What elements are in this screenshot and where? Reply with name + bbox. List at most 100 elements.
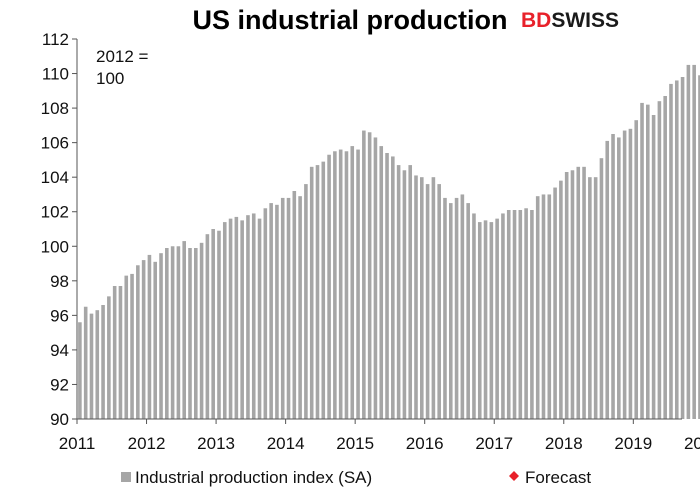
bar bbox=[501, 213, 505, 419]
base-year-line-1: 2012 = bbox=[96, 47, 149, 66]
bar bbox=[217, 230, 221, 419]
bar bbox=[588, 177, 592, 419]
bar bbox=[275, 204, 279, 419]
bar bbox=[286, 197, 291, 419]
y-tick-label: 108 bbox=[41, 99, 69, 118]
bar bbox=[396, 165, 401, 419]
y-tick-label: 112 bbox=[42, 30, 69, 49]
bar bbox=[391, 156, 395, 419]
bar bbox=[593, 177, 598, 419]
legend-label-forecast: Forecast bbox=[525, 468, 591, 487]
bar bbox=[582, 166, 586, 419]
x-tick-label: 2017 bbox=[475, 434, 513, 453]
bar bbox=[309, 166, 314, 419]
bar bbox=[130, 273, 134, 419]
bar bbox=[211, 229, 215, 419]
bar bbox=[205, 234, 210, 419]
bar bbox=[101, 305, 105, 419]
bar bbox=[495, 218, 499, 419]
bar bbox=[147, 254, 152, 419]
bar bbox=[298, 196, 302, 419]
bar bbox=[263, 208, 268, 419]
bar bbox=[170, 246, 175, 419]
bar bbox=[628, 128, 633, 419]
bar bbox=[420, 177, 424, 419]
bar bbox=[89, 313, 94, 419]
bar bbox=[680, 77, 685, 419]
bar bbox=[483, 220, 488, 419]
bar bbox=[622, 130, 627, 420]
bar bbox=[506, 210, 511, 419]
bar bbox=[692, 64, 696, 419]
x-tick-label: 2018 bbox=[545, 434, 583, 453]
bar bbox=[350, 146, 355, 419]
bar bbox=[651, 115, 656, 419]
bar bbox=[698, 75, 700, 420]
bar bbox=[321, 161, 326, 419]
bar bbox=[547, 194, 552, 419]
y-tick-label: 96 bbox=[50, 306, 69, 325]
bar bbox=[118, 286, 123, 419]
x-tick-label: 2015 bbox=[336, 434, 374, 453]
y-tick-label: 92 bbox=[50, 375, 69, 394]
bar bbox=[333, 151, 337, 419]
bar bbox=[112, 286, 117, 419]
bar bbox=[141, 260, 146, 419]
bar bbox=[524, 208, 528, 419]
legend: Industrial production index (SA) Forecas… bbox=[121, 468, 591, 487]
bar bbox=[188, 248, 192, 419]
bar bbox=[367, 132, 372, 419]
bar bbox=[472, 213, 476, 419]
y-tick-label: 106 bbox=[41, 134, 69, 153]
legend-swatch-forecast bbox=[509, 471, 519, 481]
bar bbox=[356, 149, 360, 420]
bar bbox=[107, 296, 111, 419]
bar bbox=[136, 265, 140, 419]
y-tick-label: 90 bbox=[50, 410, 69, 429]
bar bbox=[373, 137, 378, 419]
bar bbox=[78, 322, 82, 419]
bar bbox=[489, 222, 494, 419]
bar bbox=[194, 248, 198, 419]
bar bbox=[280, 197, 285, 419]
x-axis: 2011 2012 2013 2014 2015 2016 2017 2018 2019 2020 bbox=[59, 418, 700, 453]
bar bbox=[646, 104, 650, 419]
bar bbox=[617, 137, 621, 419]
bar bbox=[165, 248, 169, 419]
bar bbox=[541, 194, 546, 419]
x-tick-label: 2019 bbox=[614, 434, 652, 453]
bar bbox=[83, 306, 88, 419]
x-tick-label: 2011 bbox=[59, 434, 96, 453]
x-tick-label: 2016 bbox=[406, 434, 444, 453]
bar bbox=[338, 149, 343, 420]
bar bbox=[466, 203, 470, 419]
bar bbox=[437, 184, 441, 419]
x-tick-label: 2012 bbox=[128, 434, 166, 453]
bar bbox=[414, 175, 418, 419]
base-year-line-2: 100 bbox=[96, 69, 124, 88]
bar bbox=[448, 203, 453, 419]
bar bbox=[95, 310, 100, 419]
brand-logo-text: BDSWISS bbox=[521, 9, 619, 32]
y-tick-label: 110 bbox=[42, 65, 69, 84]
bar bbox=[408, 165, 413, 419]
legend-swatch-index bbox=[121, 472, 131, 482]
bar bbox=[454, 197, 459, 419]
bar bbox=[315, 165, 320, 419]
bar bbox=[460, 194, 465, 419]
y-axis: 90 92 94 96 98 100 102 104 106 108 110 112 bbox=[41, 30, 78, 429]
bar bbox=[576, 166, 581, 419]
bar bbox=[159, 253, 163, 419]
bar bbox=[431, 177, 436, 419]
y-tick-label: 102 bbox=[41, 203, 69, 222]
bar bbox=[257, 218, 262, 419]
bar bbox=[425, 184, 430, 419]
bar bbox=[234, 216, 239, 419]
bar bbox=[222, 222, 227, 419]
y-tick-label: 98 bbox=[50, 272, 69, 291]
bar bbox=[251, 213, 256, 419]
bar bbox=[269, 203, 273, 419]
chart-title: US industrial production bbox=[193, 5, 508, 35]
bar bbox=[443, 197, 447, 419]
